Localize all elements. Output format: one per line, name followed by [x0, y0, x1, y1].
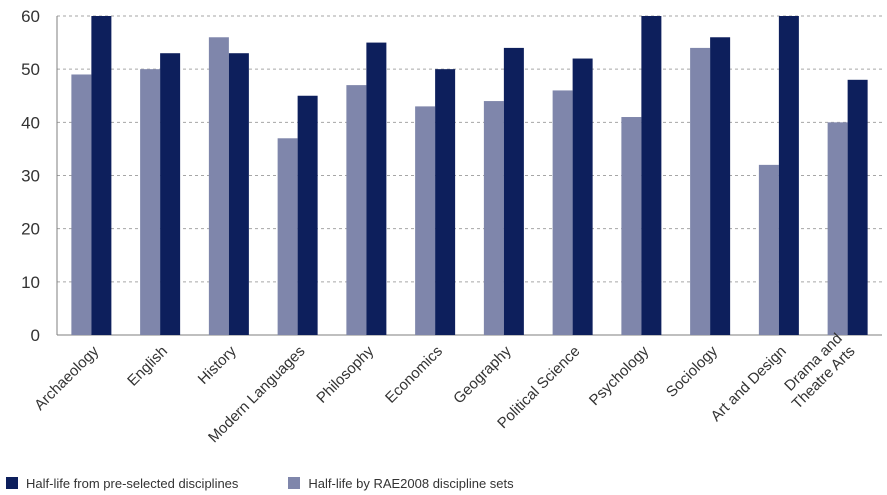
- y-tick-label: 30: [21, 167, 40, 186]
- chart-legend: Half-life from pre-selected disciplines H…: [6, 475, 564, 491]
- y-tick-label: 20: [21, 220, 40, 239]
- bar-rae2008: [277, 138, 298, 335]
- x-tick-label: Drama andTheatre Arts: [776, 330, 859, 413]
- legend-label: Half-life from pre-selected disciplines: [26, 475, 239, 491]
- bar-rae2008: [415, 106, 436, 335]
- x-tick-label: Sociology: [663, 342, 721, 400]
- bar-rae2008: [140, 69, 161, 336]
- y-tick-label: 40: [21, 113, 40, 132]
- legend-label: Half-life by RAE2008 discipline sets: [308, 475, 514, 491]
- bar-preselected: [641, 16, 662, 335]
- legend-item: Half-life by RAE2008 discipline sets: [288, 475, 514, 491]
- bar-rae2008: [346, 85, 367, 335]
- x-tick-label: English: [124, 343, 171, 390]
- x-tick-label-line: Geography: [450, 342, 515, 407]
- bar-preselected: [228, 53, 249, 335]
- legend-swatch: [6, 477, 18, 489]
- x-tick-label-line: Psychology: [586, 342, 653, 409]
- y-tick-label: 50: [21, 60, 40, 79]
- x-tick-label: Archaeology: [31, 342, 102, 413]
- bar-rae2008: [621, 117, 642, 336]
- bar-preselected: [435, 69, 456, 336]
- bar-rae2008: [552, 90, 573, 335]
- x-tick-label-line: English: [124, 343, 171, 390]
- bar-preselected: [91, 16, 112, 335]
- bar-rae2008: [71, 74, 92, 335]
- x-tick-label-line: Economics: [382, 343, 446, 407]
- bar-preselected: [366, 42, 387, 335]
- x-tick-label-line: Archaeology: [31, 342, 102, 413]
- bar-preselected: [572, 58, 593, 336]
- bar-rae2008: [483, 101, 504, 335]
- bar-preselected: [847, 79, 868, 335]
- legend-item: Half-life from pre-selected disciplines: [6, 476, 238, 491]
- x-tick-label-line: Philosophy: [313, 342, 377, 406]
- bar-preselected: [710, 37, 731, 336]
- y-tick-label: 0: [31, 326, 40, 345]
- x-tick-label: Psychology: [586, 342, 653, 409]
- bar-rae2008: [208, 37, 229, 336]
- x-tick-label-line: Sociology: [663, 342, 721, 400]
- x-tick-label: Philosophy: [313, 342, 377, 406]
- x-tick-label: Economics: [382, 343, 446, 407]
- bar-preselected: [778, 16, 799, 335]
- bar-preselected: [503, 47, 524, 336]
- bar-rae2008: [690, 47, 711, 336]
- y-tick-label: 60: [21, 7, 40, 26]
- x-tick-label: Geography: [450, 342, 515, 407]
- bar-rae2008: [758, 164, 779, 335]
- bar-preselected: [160, 53, 181, 335]
- y-tick-label: 10: [21, 273, 40, 292]
- bar-rae2008: [827, 122, 848, 335]
- x-tick-label: History: [195, 342, 240, 387]
- bar-preselected: [297, 95, 318, 335]
- legend-swatch: [288, 477, 301, 489]
- x-tick-label-line: History: [195, 342, 240, 387]
